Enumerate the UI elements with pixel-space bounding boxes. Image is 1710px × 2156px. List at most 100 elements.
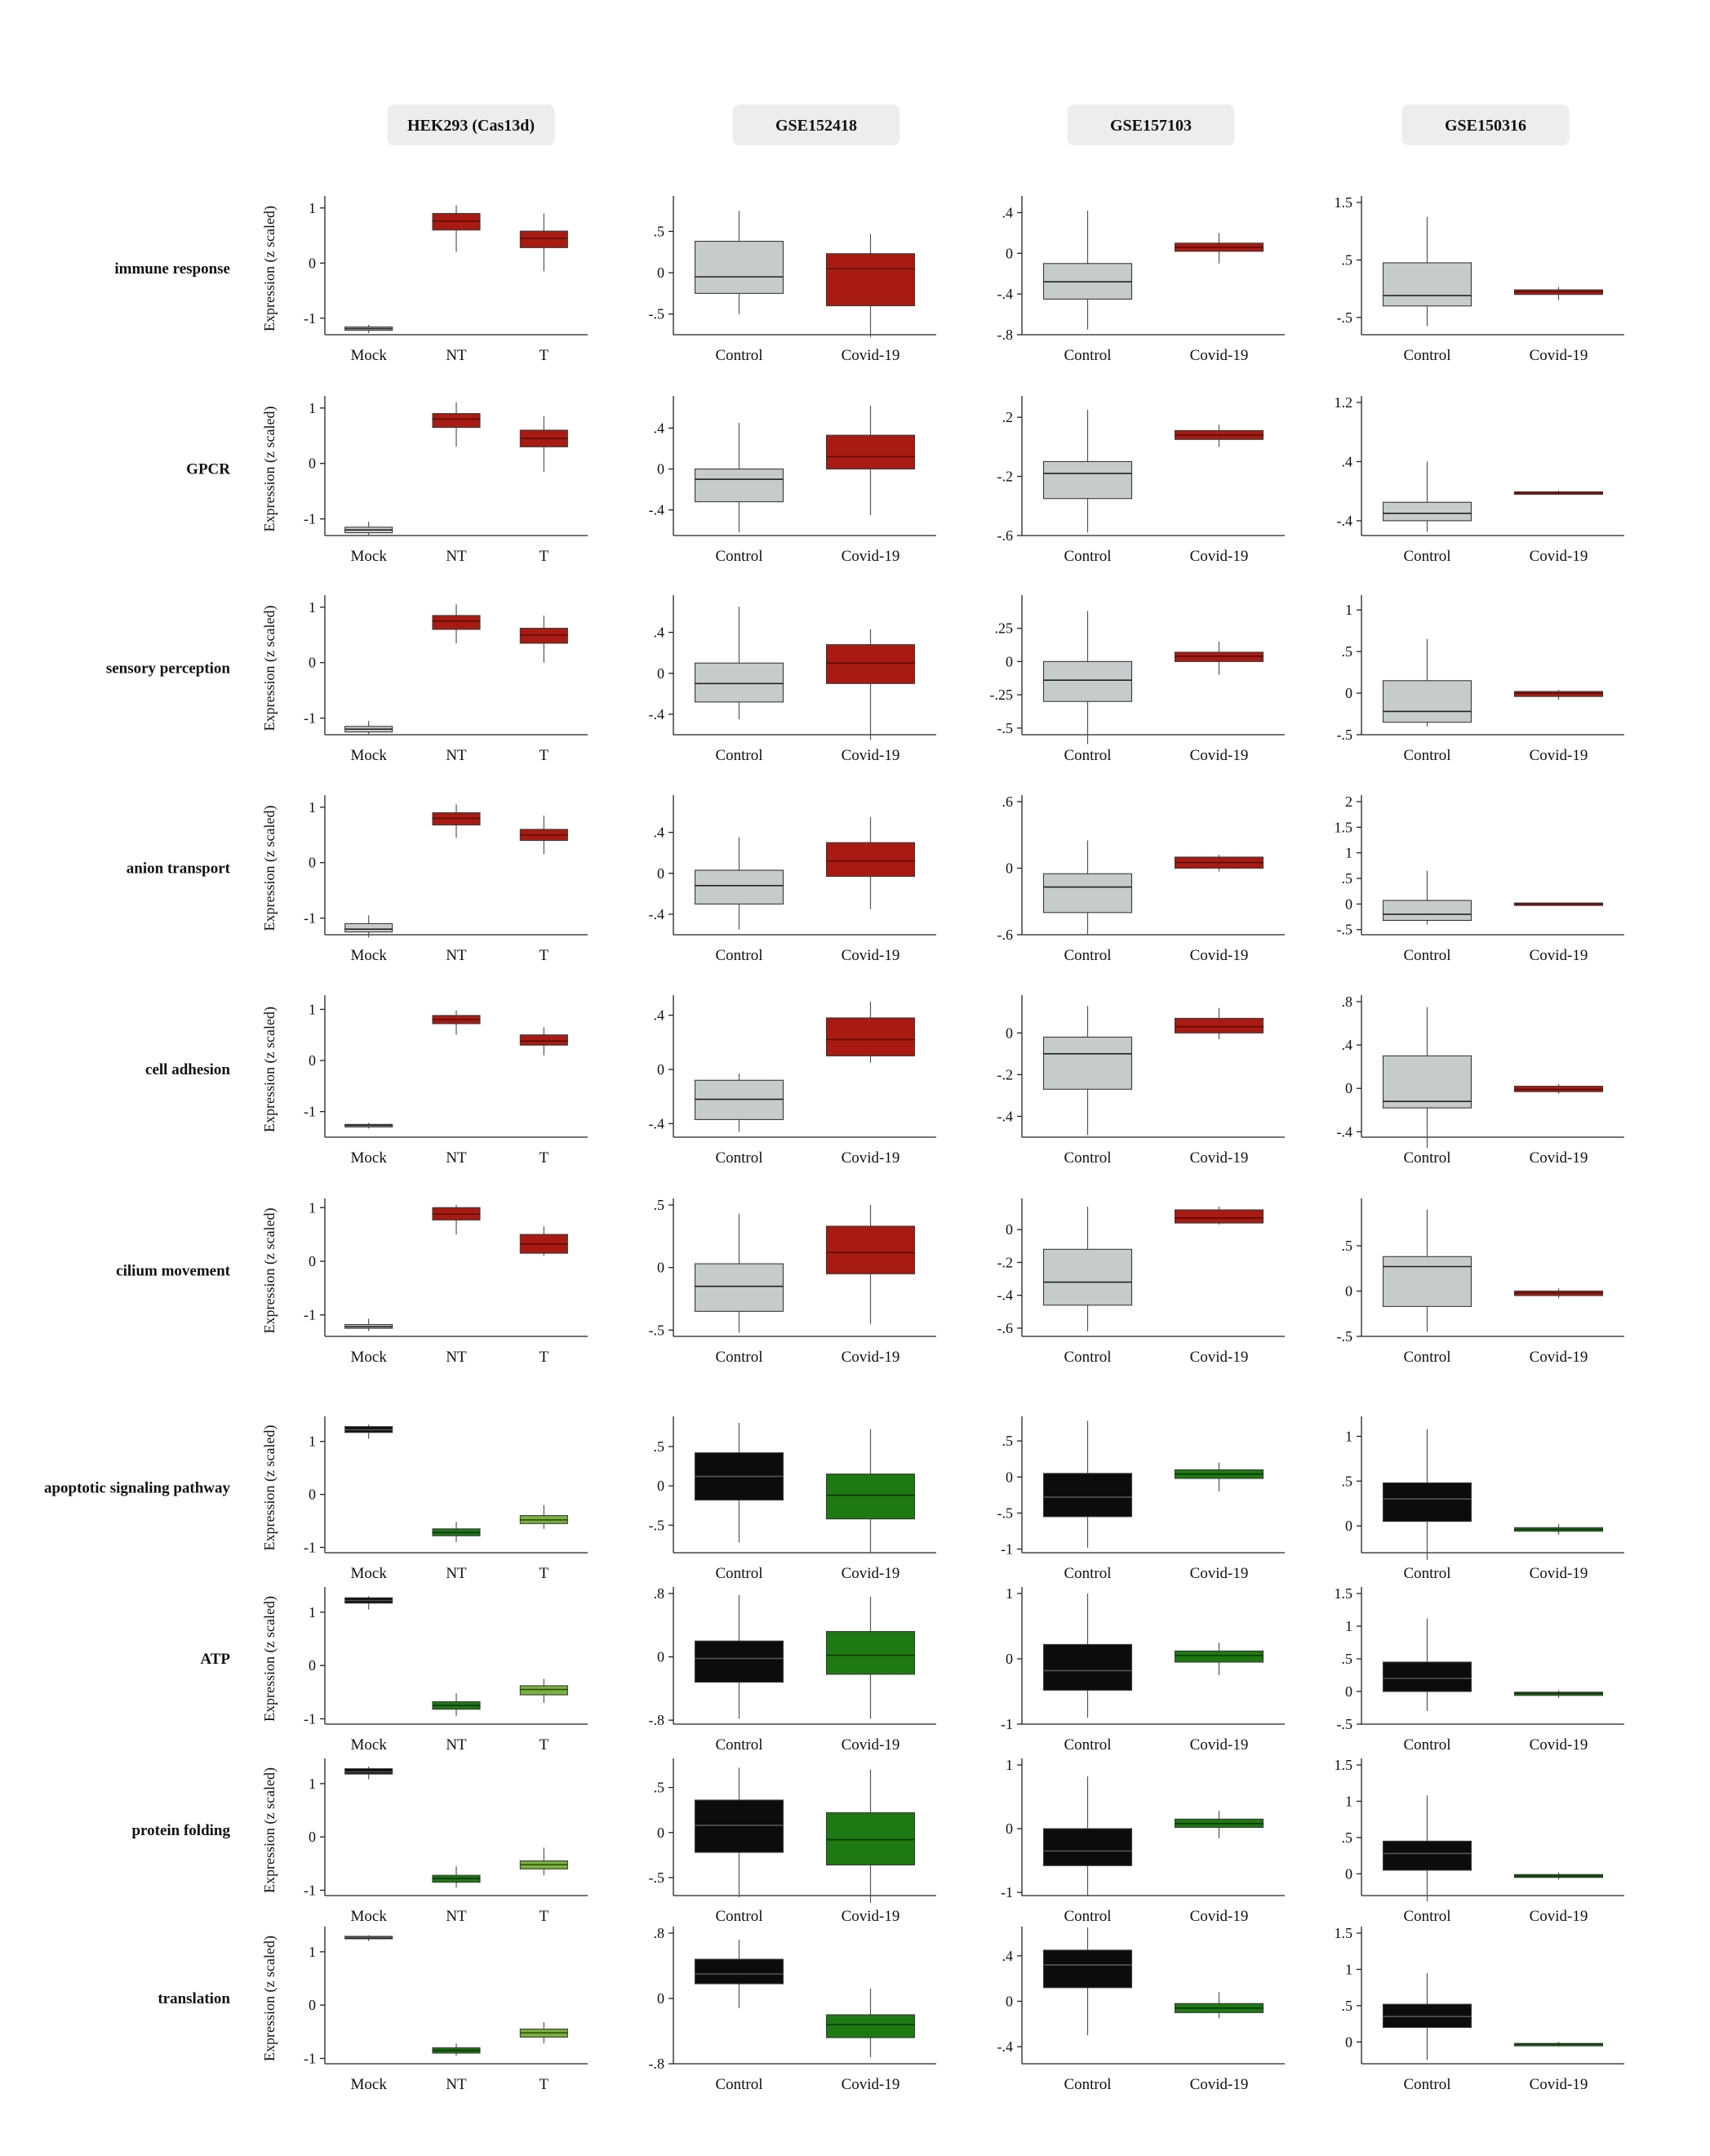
y-tick-label: 2 — [1345, 793, 1352, 810]
y-tick-label: 0 — [657, 1990, 664, 2007]
y-tick-label: 1 — [309, 599, 316, 616]
y-axis-label: Expression (z scaled) — [261, 1007, 278, 1132]
panel-anion-transport-hek293-cas13d: -1 0 1 Expression (z scaled) Mock NT T — [261, 795, 588, 964]
box-iqr — [825, 842, 916, 878]
y-tick-label: 0 — [1006, 1221, 1013, 1238]
y-tick-label: .5 — [1342, 1651, 1353, 1667]
box-covid-19: Covid-19 — [1174, 425, 1264, 565]
x-tick-label-control: Control — [1064, 548, 1111, 565]
y-tick-label: -.8 — [649, 1712, 665, 1728]
y-tick-label: 1 — [1345, 602, 1352, 618]
x-tick-label-control: Control — [1403, 1736, 1450, 1754]
x-tick-label-control: Control — [715, 347, 762, 364]
panel-apoptotic-signaling-pathway-hek293-cas13d: -1 0 1 Expression (z scaled) Mock NT T — [261, 1416, 588, 1582]
y-tick-label: 0 — [309, 456, 316, 472]
x-tick-label-control: Control — [1064, 747, 1111, 764]
row-labels: immune response GPCR sensory perception ani… — [44, 260, 231, 2007]
panel-atp-hek293-cas13d: -1 0 1 Expression (z scaled) Mock NT T — [261, 1587, 588, 1754]
row-label-cilium-movement: cilium movement — [116, 1263, 231, 1280]
x-tick-label-control: Control — [1064, 1736, 1111, 1754]
panel-apoptotic-signaling-pathway-gse152418: -.5 0 .5 Control Covid-19 — [649, 1416, 936, 1582]
y-tick-label: -.4 — [649, 502, 665, 518]
panel-immune-response-gse157103: -.8 -.4 0 .4 Control Covid-19 — [997, 196, 1285, 364]
box-covid-19: Covid-19 — [825, 1596, 916, 1754]
y-tick-label: .25 — [995, 620, 1014, 637]
y-tick-label: -.8 — [649, 2056, 665, 2072]
box-covid-19: Covid-19 — [1513, 902, 1604, 964]
x-tick-label-covid-19: Covid-19 — [1530, 347, 1588, 364]
y-tick-label: -1 — [304, 910, 316, 927]
x-tick-label-control: Control — [1403, 1565, 1450, 1582]
box-control: Control — [1382, 1618, 1472, 1754]
box-mock: Mock — [344, 522, 393, 565]
y-tick-label: -.6 — [997, 527, 1014, 544]
panel-apoptotic-signaling-pathway-gse150316: 0 .5 1 Control Covid-19 — [1342, 1416, 1624, 1582]
x-tick-label-covid-19: Covid-19 — [1190, 1908, 1249, 1925]
y-tick-label: .4 — [1002, 1948, 1014, 1964]
x-tick-label-mock: Mock — [351, 747, 388, 764]
y-axis-label: Expression (z scaled) — [261, 1425, 278, 1551]
box-control: Control — [1382, 461, 1472, 565]
y-tick-label: -1 — [1001, 1541, 1013, 1558]
dataset-headers: HEK293 (Cas13d) GSE152418 GSE157103 GSE1503… — [387, 104, 1570, 145]
panel-sensory-perception-gse157103: -.5 -.25 0 .25 Control Covid-19 — [990, 595, 1285, 764]
panel-cilium-movement-gse150316: -.5 0 .5 Control Covid-19 — [1337, 1198, 1624, 1366]
box-covid-19: Covid-19 — [1174, 233, 1264, 364]
dataset-header-label: HEK293 (Cas13d) — [407, 117, 535, 135]
x-tick-label-control: Control — [1403, 347, 1450, 364]
x-tick-label-covid-19: Covid-19 — [1530, 548, 1588, 565]
y-tick-label: .4 — [1342, 453, 1353, 469]
y-tick-label: -.5 — [1337, 1328, 1353, 1345]
box-iqr — [825, 1811, 916, 1866]
box-nt: NT — [432, 1866, 481, 1925]
y-tick-label: 0 — [309, 1052, 316, 1069]
panel-gpcr-hek293-cas13d: -1 0 1 Expression (z scaled) Mock NT T — [261, 396, 588, 565]
box-iqr — [1382, 2003, 1472, 2029]
x-tick-label-covid-19: Covid-19 — [1530, 1908, 1588, 1925]
y-tick-label: 1 — [1345, 845, 1352, 861]
y-tick-label: -.4 — [649, 1115, 665, 1131]
row-label-immune-response: immune response — [114, 260, 230, 278]
panel-anion-transport-gse157103: -.6 0 .6 Control Covid-19 — [997, 793, 1285, 964]
box-iqr — [1382, 262, 1472, 307]
box-t: T — [519, 615, 568, 764]
x-tick-label-nt: NT — [446, 947, 467, 964]
box-covid-19: Covid-19 — [825, 816, 916, 964]
box-nt: NT — [432, 205, 481, 364]
x-tick-label-nt: NT — [446, 747, 467, 764]
panel-immune-response-gse152418: -.5 0 .5 Control Covid-19 — [649, 196, 936, 364]
box-t: T — [519, 2022, 568, 2093]
box-t: T — [519, 815, 568, 964]
panel-atp-gse152418: -.8 0 .8 Control Covid-19 — [649, 1585, 936, 1754]
box-iqr — [825, 434, 916, 470]
panel-protein-folding-gse152418: -.5 0 .5 Control Covid-19 — [649, 1758, 936, 1925]
y-tick-label: -.4 — [997, 1108, 1014, 1124]
box-mock: Mock — [344, 1122, 393, 1167]
panel-anion-transport-gse150316: -.5 0 .5 1 1.5 2 Control Covid-19 — [1335, 793, 1624, 964]
box-iqr — [694, 1263, 784, 1312]
panel-translation-gse150316: 0 .5 1 1.5 Control Covid-19 — [1335, 1925, 1624, 2093]
box-covid-19: Covid-19 — [825, 405, 916, 565]
box-t: T — [519, 1027, 568, 1167]
x-tick-label-t: T — [540, 747, 549, 764]
box-mock: Mock — [344, 1596, 393, 1754]
box-covid-19: Covid-19 — [1174, 1207, 1264, 1366]
y-tick-label: -1 — [1001, 1716, 1013, 1732]
y-tick-label: -.2 — [997, 1066, 1014, 1082]
box-iqr — [1042, 1473, 1133, 1518]
x-tick-label-covid-19: Covid-19 — [1190, 747, 1249, 764]
dataset-header-gse157103: GSE157103 — [1067, 104, 1235, 145]
x-tick-label-mock: Mock — [351, 2076, 388, 2093]
box-control: Control — [1382, 1429, 1472, 1582]
y-tick-label: 1 — [1345, 1961, 1352, 1977]
y-axis-label: Expression (z scaled) — [261, 606, 278, 731]
box-mock: Mock — [344, 1766, 393, 1925]
x-tick-label-covid-19: Covid-19 — [1530, 1736, 1588, 1754]
box-covid-19: Covid-19 — [825, 629, 916, 764]
x-tick-label-nt: NT — [446, 1736, 467, 1754]
box-control: Control — [1382, 1795, 1472, 1925]
box-t: T — [519, 1226, 568, 1366]
box-control: Control — [1382, 870, 1472, 964]
x-tick-label-control: Control — [715, 1349, 762, 1366]
x-tick-label-t: T — [540, 1349, 549, 1366]
